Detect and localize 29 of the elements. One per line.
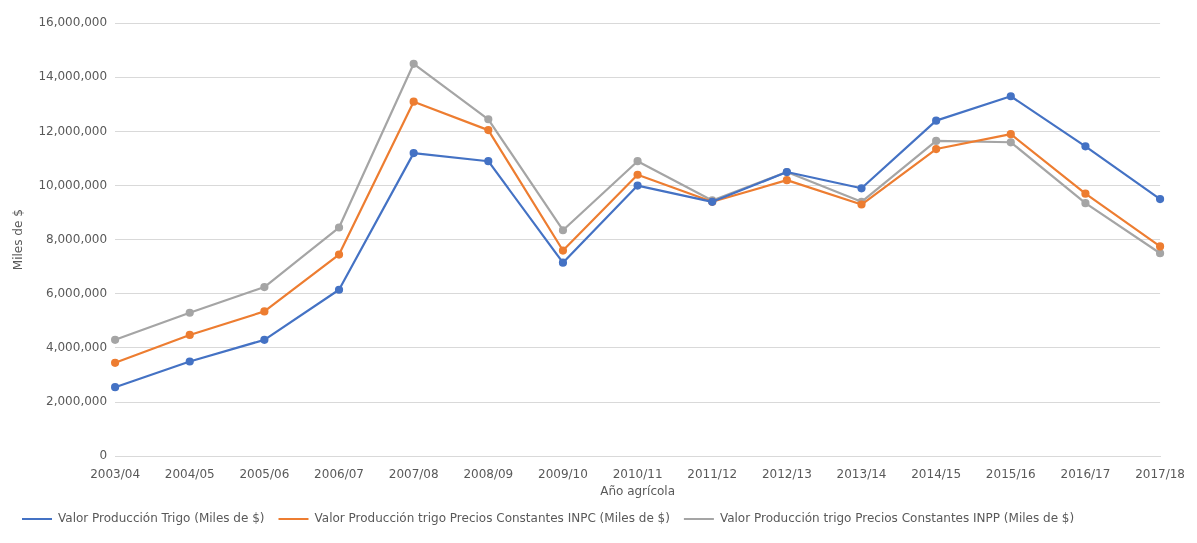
y-tick-label: 10,000,000 [38,177,108,192]
x-tick-label: 2010/11 [612,466,663,481]
x-tick-label: 2017/18 [1135,466,1185,481]
y-tick-label: 14,000,000 [38,69,108,84]
x-axis-title: Año agrícola [600,483,676,498]
x-tick-label: 2012/13 [761,466,812,481]
x-tick-label: 2004/05 [164,466,215,481]
x-tick-label: 2003/04 [90,466,141,481]
y-axis-title: Miles de $ [11,209,26,271]
x-tick-label: 2007/08 [388,466,439,481]
legend-label: Valor Producción trigo Precios Constantes INPP (Miles de $) [719,511,1075,526]
x-tick-label: 2005/06 [239,466,290,481]
y-tick-label: 8,000,000 [46,231,108,246]
x-tick-label: 2013/14 [836,466,887,481]
x-tick-label: 2008/09 [463,466,514,481]
y-tick-label: 0 [99,448,108,463]
y-tick-label: 12,000,000 [38,123,108,138]
y-tick-label: 16,000,000 [38,15,108,30]
x-tick-label: 2016/17 [1060,466,1111,481]
x-tick-label: 2006/07 [314,466,364,481]
x-tick-label: 2009/10 [538,466,588,481]
x-tick-label: 2015/16 [985,466,1036,481]
y-tick-label: 6,000,000 [46,285,108,300]
x-tick-label: 2011/12 [687,466,738,481]
y-tick-label: 2,000,000 [46,394,108,409]
x-tick-label: 2014/15 [911,466,962,481]
legend-label: Valor Producción trigo Precios Constantes INPC (Miles de $) [314,511,670,526]
y-tick-label: 4,000,000 [46,340,108,355]
legend-label: Valor Producción Trigo (Miles de $) [58,511,265,526]
